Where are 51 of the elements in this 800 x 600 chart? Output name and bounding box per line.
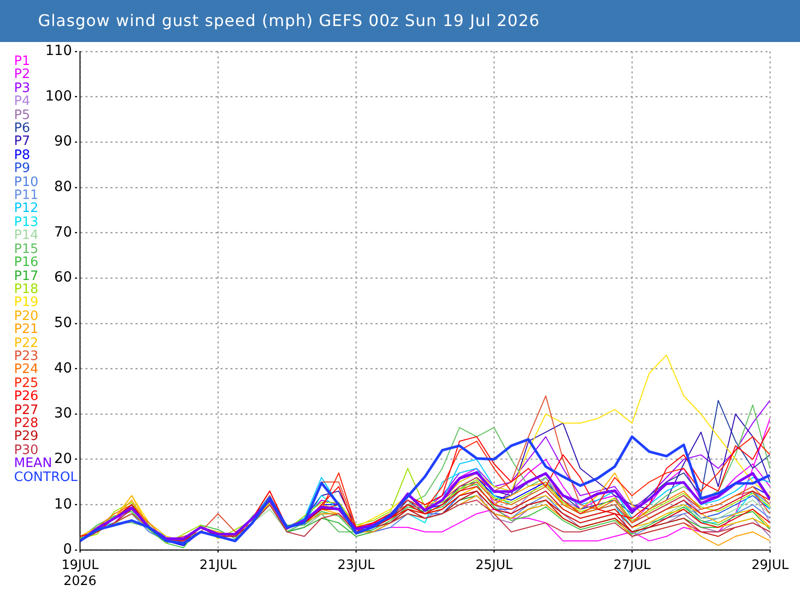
- x-tick-label: 23JUL: [337, 558, 376, 574]
- chart-title: Glasgow wind gust speed (mph) GEFS 00z Sun 19 Jul 2026: [0, 0, 800, 42]
- text: P13: [14, 214, 38, 230]
- text: P24: [14, 362, 38, 378]
- text: P18: [14, 282, 38, 297]
- text: P14: [14, 228, 38, 244]
- y-tick-label: 20: [54, 450, 72, 467]
- text: P4: [14, 94, 30, 110]
- text: P9: [14, 161, 30, 176]
- text: P28: [14, 416, 38, 431]
- text: P22: [14, 336, 40, 351]
- text: P11: [14, 188, 38, 204]
- text: P17: [14, 268, 38, 284]
- text: P30: [14, 442, 38, 458]
- y-tick-label: 70: [54, 224, 72, 240]
- text: P6: [14, 121, 32, 136]
- x-tick-label: 29JUL: [751, 558, 790, 574]
- text: P27: [14, 402, 38, 418]
- text: P21: [14, 322, 38, 338]
- y-tick-label: 30: [54, 406, 72, 422]
- text: P19: [14, 295, 40, 310]
- x-tick-label: 27JUL: [613, 558, 652, 574]
- y-tick-label: 60: [54, 270, 72, 286]
- text: P12: [14, 201, 40, 216]
- y-tick-label: 10: [54, 496, 72, 512]
- text: CONTROL: [14, 470, 78, 485]
- text: P8: [14, 148, 32, 163]
- text: P10: [14, 174, 38, 190]
- text: P3: [14, 80, 30, 96]
- text: P23: [14, 348, 38, 364]
- text: P5: [14, 108, 32, 123]
- y-tick-label: 110: [45, 43, 72, 60]
- y-tick-label: 80: [54, 179, 72, 196]
- text: P16: [14, 255, 40, 270]
- text: MEAN: [14, 456, 52, 472]
- y-tick-label: 90: [54, 134, 72, 150]
- x-tick-label: 25JUL: [475, 558, 514, 574]
- text: P29: [14, 429, 40, 444]
- text: P25: [14, 376, 40, 391]
- text: P26: [14, 389, 40, 404]
- y-tick-label: 100: [45, 88, 72, 104]
- x-tick-label: 19JUL 2026: [61, 558, 100, 589]
- x-tick-label: 21JUL: [199, 558, 238, 574]
- text: P20: [14, 308, 38, 324]
- text: P15: [14, 242, 40, 257]
- y-tick-label: 0: [63, 542, 72, 558]
- text: P2: [14, 67, 32, 82]
- y-tick-label: 50: [54, 315, 72, 332]
- text: P7: [14, 134, 30, 150]
- y-tick-label: 40: [54, 360, 72, 376]
- text: P1: [14, 54, 30, 69]
